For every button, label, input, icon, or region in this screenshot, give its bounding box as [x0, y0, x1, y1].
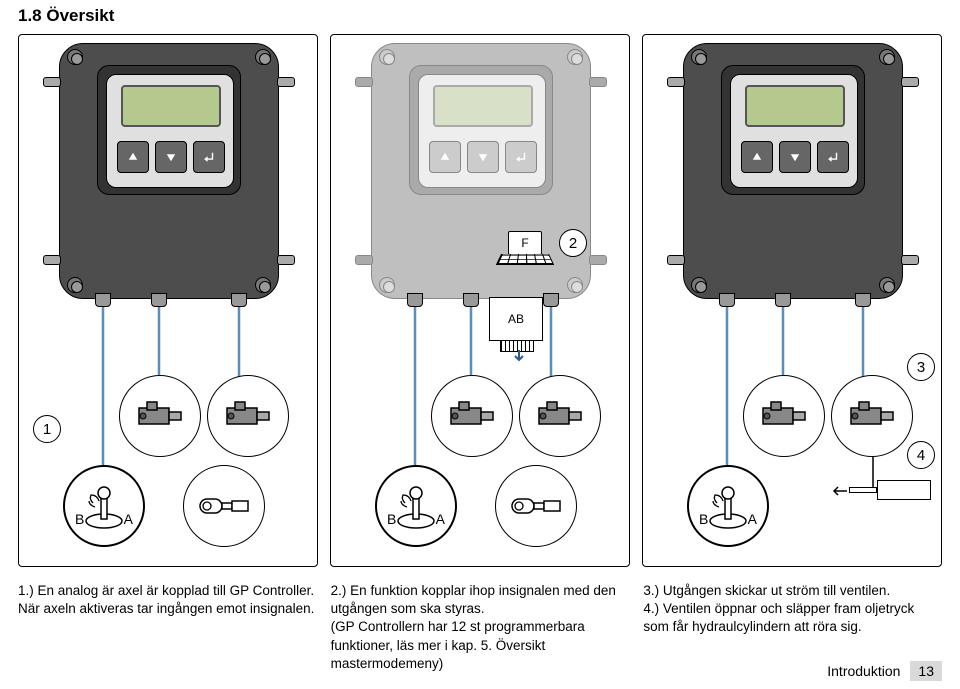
caption-1: 1.) En analog är axel är kopplad till GP…	[18, 582, 317, 673]
joystick-node-2: B A	[375, 465, 457, 547]
port	[543, 293, 559, 307]
valve-node-3a	[743, 375, 825, 457]
label-b: B	[699, 511, 708, 527]
port	[855, 293, 871, 307]
label-ab: AB	[508, 312, 524, 326]
port	[151, 293, 167, 307]
panel-3: 3 4 B A	[642, 34, 942, 567]
callout-2: 2	[559, 229, 587, 257]
down-button	[155, 141, 187, 173]
controller-3	[669, 43, 917, 299]
label-b: B	[387, 511, 396, 527]
joystick-node-1: B A	[63, 465, 145, 547]
controller-2-faded	[357, 43, 605, 299]
valve-node-1b	[207, 375, 289, 457]
caption-2: 2.) En funktion kopplar ihop insignalen …	[331, 582, 630, 673]
label-a: A	[748, 511, 757, 527]
port	[719, 293, 735, 307]
valve-node-2b	[519, 375, 601, 457]
laptop-icon: F	[501, 231, 549, 271]
valve-node-3b	[831, 375, 913, 457]
valve-node-2a	[431, 375, 513, 457]
joystick-node-3: B A	[687, 465, 769, 547]
page-title: 1.8 Översikt	[18, 6, 114, 26]
overview-diagram: 1 B A	[18, 34, 942, 569]
callout-3: 3	[907, 353, 935, 381]
label-a: A	[436, 511, 445, 527]
laptop-f-label: F	[508, 231, 542, 255]
callout-4: 4	[907, 441, 935, 469]
interface-box: AB	[489, 297, 543, 341]
caption-row: 1.) En analog är axel är kopplad till GP…	[18, 582, 942, 673]
panel-1: 1 B A	[18, 34, 318, 567]
callout-1: 1	[33, 415, 61, 443]
port	[407, 293, 423, 307]
controller-1	[45, 43, 293, 299]
port	[775, 293, 791, 307]
page-footer: Introduktion 13	[827, 661, 942, 681]
up-button	[117, 141, 149, 173]
footer-section: Introduktion	[827, 663, 900, 679]
label-b: B	[75, 511, 84, 527]
port	[231, 293, 247, 307]
caption-3: 3.) Utgången skickar ut ström till venti…	[643, 582, 942, 673]
panel-2: F 2 AB B A	[330, 34, 630, 567]
hydraulic-cylinder	[849, 476, 931, 504]
port	[95, 293, 111, 307]
port	[463, 293, 479, 307]
label-a: A	[124, 511, 133, 527]
footer-page-number: 13	[910, 661, 942, 681]
valve-node-1a	[119, 375, 201, 457]
enter-button	[193, 141, 225, 173]
sensor-node-2	[495, 465, 577, 547]
sensor-node-1	[183, 465, 265, 547]
lcd-1	[121, 85, 221, 127]
